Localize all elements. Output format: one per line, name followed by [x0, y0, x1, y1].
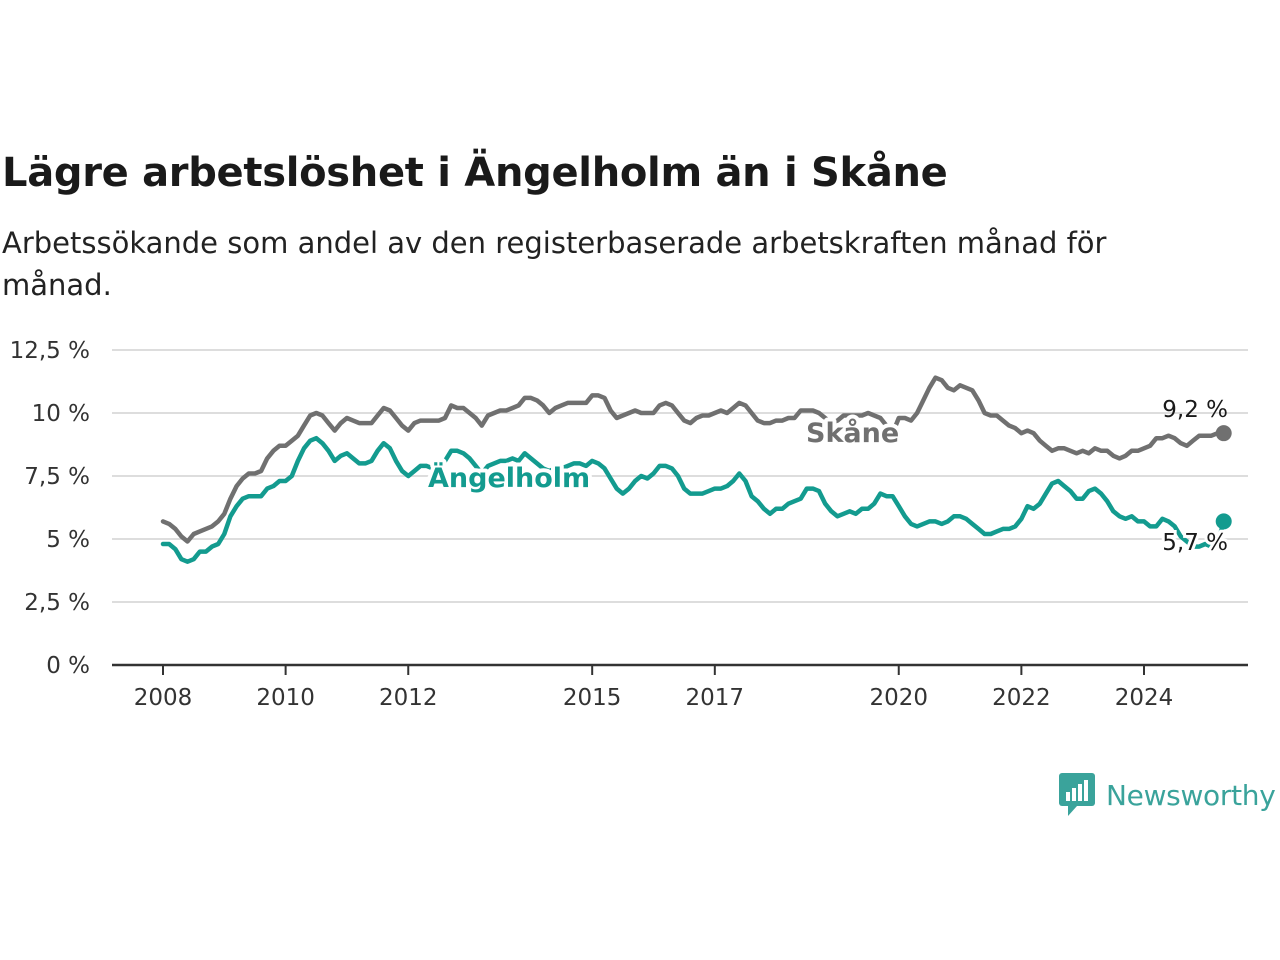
- newsworthy-brand[interactable]: Newsworthy: [1058, 772, 1276, 818]
- series-label-angelholm: Ängelholm: [428, 462, 590, 494]
- x-tick-label: 2008: [134, 685, 193, 711]
- x-tick-label: 2022: [992, 685, 1051, 711]
- newsworthy-logo-icon: [1059, 773, 1095, 816]
- x-tick-label: 2012: [379, 685, 438, 711]
- x-axis-ticks: 2008 2010 2012 2015 2017 2020 2022 2024: [134, 665, 1174, 711]
- end-label-angelholm: 5,7 %: [1162, 530, 1228, 556]
- series-line-skane: [160, 375, 1226, 544]
- y-axis-ticks: 0 % 2,5 % 5 % 7,5 % 10 % 12,5 %: [10, 338, 90, 679]
- end-point-angelholm: [1215, 513, 1232, 530]
- x-tick-label: 2010: [256, 685, 315, 711]
- x-tick-label: 2024: [1115, 685, 1174, 711]
- y-tick-label: 0 %: [46, 653, 90, 679]
- y-tick-label: 10 %: [32, 401, 90, 427]
- end-point-skane: [1215, 425, 1232, 442]
- x-tick-label: 2020: [869, 685, 928, 711]
- end-label-skane: 9,2 %: [1162, 397, 1228, 423]
- x-tick-label: 2017: [686, 685, 745, 711]
- y-tick-label: 2,5 %: [24, 590, 90, 616]
- y-tick-label: 12,5 %: [10, 338, 90, 364]
- chart-title: Lägre arbetslöshet i Ängelholm än i Skån…: [2, 150, 948, 196]
- y-tick-label: 7,5 %: [24, 464, 90, 490]
- series-lines: [160, 375, 1232, 564]
- series-line-angelholm: [160, 435, 1226, 564]
- brand-name: Newsworthy: [1106, 778, 1276, 812]
- x-tick-label: 2015: [563, 685, 622, 711]
- series-label-skane: Skåne: [806, 417, 899, 449]
- chart-subtitle: Arbetssökande som andel av den registerb…: [2, 226, 1107, 302]
- series-labels: Skåne Ängelholm 9,2 % 5,7 %: [424, 397, 1231, 559]
- y-tick-label: 5 %: [46, 527, 90, 553]
